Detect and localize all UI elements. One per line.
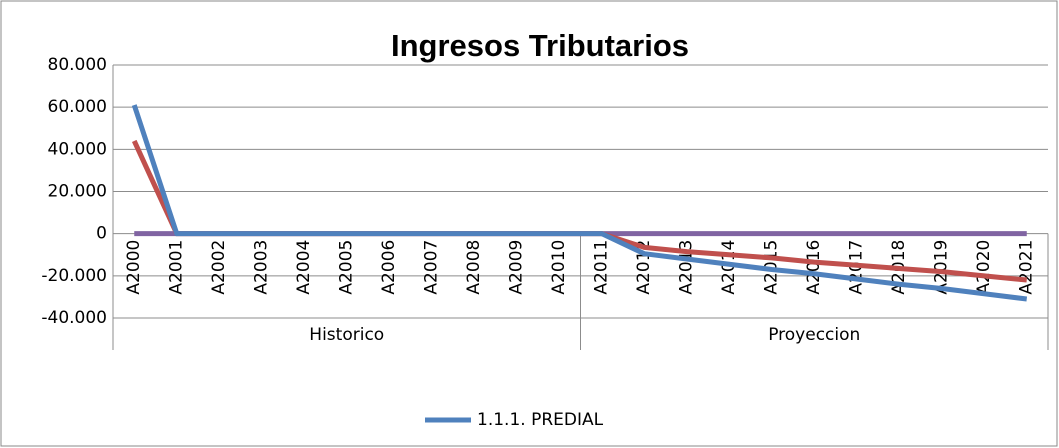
x-tick-label: A2016 (804, 240, 824, 295)
group-label: Proyeccion (768, 325, 860, 345)
x-tick-label: A2011 (592, 240, 612, 295)
x-tick-label: A2013 (677, 240, 697, 295)
y-tick-label: -40.000 (41, 308, 107, 328)
x-tick-label: A2020 (974, 240, 994, 295)
x-tick-label: A2003 (252, 240, 272, 295)
x-tick-label: A2007 (422, 240, 442, 295)
x-tick-label: A2006 (379, 240, 399, 295)
x-tick-label: A2010 (549, 240, 569, 295)
x-tick-label: A2004 (294, 240, 314, 295)
legend-label: 1.1.1. PREDIAL (477, 410, 604, 430)
y-tick-label: 20.000 (48, 182, 107, 202)
y-tick-label: 80.000 (48, 55, 107, 75)
x-tick-label: A2002 (209, 240, 229, 295)
y-tick-label: 0 (96, 224, 107, 244)
y-tick-label: 60.000 (48, 97, 107, 117)
x-tick-label: A2009 (507, 240, 527, 295)
y-tick-label: 40.000 (48, 139, 107, 159)
x-tick-label: A2000 (124, 240, 144, 295)
x-tick-label: A2008 (464, 240, 484, 295)
y-tick-label: -20.000 (41, 266, 107, 286)
x-tick-label: A2021 (1017, 240, 1037, 295)
x-tick-label: A2005 (337, 240, 357, 295)
series-line (131, 104, 1028, 302)
group-label: Historico (309, 325, 384, 345)
x-tick-label: A2001 (167, 240, 187, 295)
x-tick-label: A2019 (932, 240, 952, 295)
chart-title: Ingresos Tributarios (391, 28, 689, 63)
